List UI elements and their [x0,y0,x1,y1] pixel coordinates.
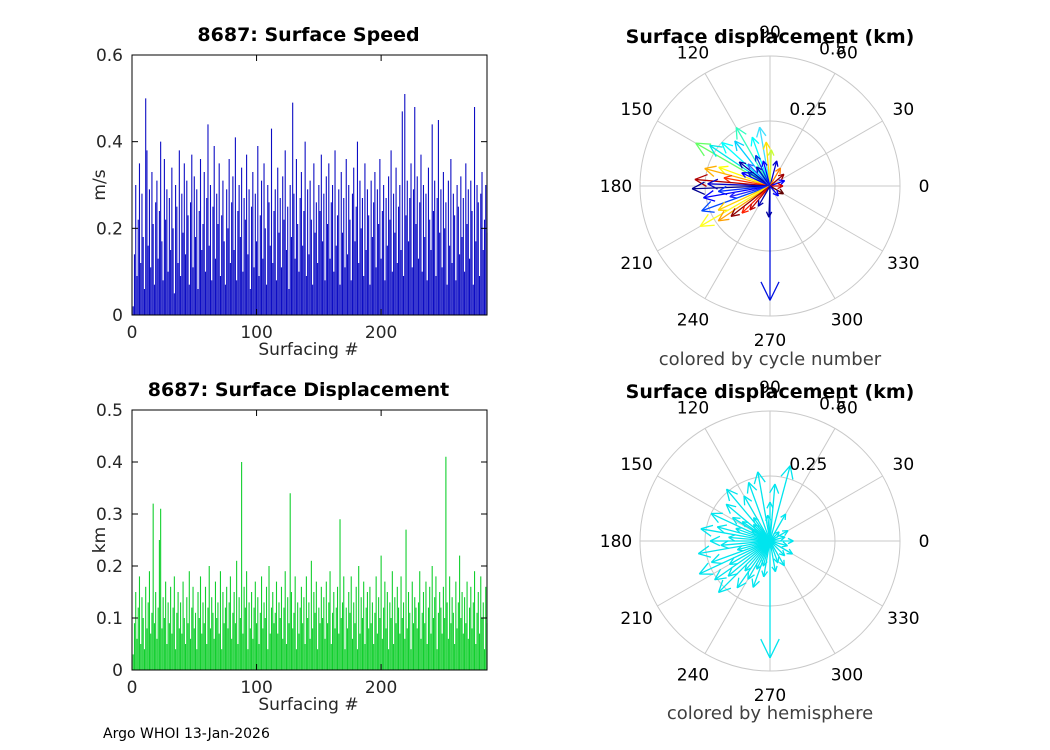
polar-cycle-title: Surface displacement (km) [625,26,915,48]
svg-text:90: 90 [759,378,781,398]
svg-text:0.3: 0.3 [96,505,123,525]
svg-text:300: 300 [831,665,863,685]
svg-text:0: 0 [919,532,930,552]
svg-text:0.5: 0.5 [96,401,123,421]
displacement-y-axis-label: km [90,526,110,554]
svg-text:0.2: 0.2 [96,219,123,239]
svg-text:0.1: 0.1 [96,609,123,629]
speed-y-axis-label: m/s [90,169,110,201]
svg-text:200: 200 [365,323,397,343]
svg-text:210: 210 [620,609,652,629]
svg-text:270: 270 [754,686,786,706]
svg-text:240: 240 [677,310,709,330]
svg-text:180: 180 [600,532,632,552]
svg-text:0.5: 0.5 [819,395,846,415]
svg-text:90: 90 [759,23,781,43]
svg-text:100: 100 [240,678,272,698]
displacement-x-axis-label: Surfacing # [258,695,359,715]
svg-text:0.4: 0.4 [96,453,123,473]
polar-cycle-caption: colored by cycle number [658,349,882,370]
svg-text:270: 270 [754,331,786,351]
speed-chart-title: 8687: Surface Speed [197,24,420,46]
svg-text:0: 0 [127,678,138,698]
svg-text:300: 300 [831,310,863,330]
svg-text:0: 0 [919,177,930,197]
svg-text:0.25: 0.25 [789,455,827,475]
svg-text:30: 30 [893,100,915,120]
svg-text:0.2: 0.2 [96,557,123,577]
speed-x-axis-label: Surfacing # [258,340,359,360]
svg-text:210: 210 [620,254,652,274]
svg-text:30: 30 [893,455,915,475]
svg-text:120: 120 [677,44,709,64]
svg-text:0: 0 [127,323,138,343]
svg-text:60: 60 [836,44,858,64]
polar-hemisphere-caption: colored by hemisphere [666,703,874,724]
svg-text:180: 180 [600,177,632,197]
svg-text:200: 200 [365,678,397,698]
svg-text:150: 150 [620,100,652,120]
svg-text:330: 330 [887,609,919,629]
svg-text:60: 60 [836,399,858,419]
polar-hemisphere-title: Surface displacement (km) [625,381,915,403]
svg-text:0.6: 0.6 [96,46,123,66]
displacement-chart-title: 8687: Surface Displacement [147,379,450,401]
svg-text:0.5: 0.5 [819,40,846,60]
figure-footer-text: Argo WHOI 13-Jan-2026 [103,726,270,742]
svg-text:0: 0 [112,306,123,326]
svg-text:0: 0 [112,661,123,681]
svg-text:150: 150 [620,455,652,475]
svg-text:120: 120 [677,399,709,419]
svg-text:240: 240 [677,665,709,685]
svg-text:0.25: 0.25 [789,100,827,120]
svg-text:100: 100 [240,323,272,343]
svg-text:0.4: 0.4 [96,133,123,153]
svg-text:330: 330 [887,254,919,274]
